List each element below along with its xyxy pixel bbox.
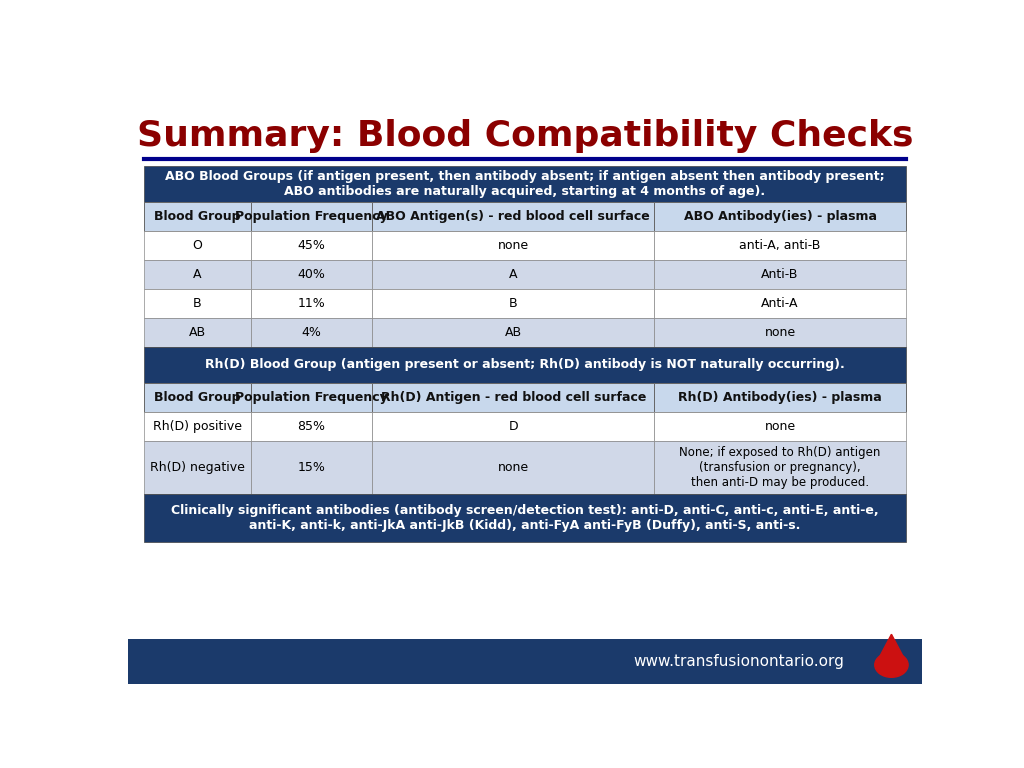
Text: Population Frequency: Population Frequency xyxy=(236,210,388,223)
Bar xyxy=(251,382,373,412)
Bar xyxy=(143,231,251,260)
Bar xyxy=(654,318,905,347)
Bar xyxy=(251,260,373,289)
Text: B: B xyxy=(193,297,202,310)
Text: Anti-B: Anti-B xyxy=(761,268,799,281)
Text: A: A xyxy=(509,268,517,281)
Bar xyxy=(143,166,906,201)
Bar xyxy=(143,441,251,495)
Text: none: none xyxy=(498,239,529,252)
Bar xyxy=(143,289,251,318)
Bar xyxy=(373,382,654,412)
Bar xyxy=(251,201,373,231)
Text: Rh(D) Blood Group (antigen present or absent; Rh(D) antibody is NOT naturally oc: Rh(D) Blood Group (antigen present or ab… xyxy=(205,359,845,371)
Bar xyxy=(143,347,906,382)
Bar xyxy=(654,201,905,231)
Text: anti-A, anti-B: anti-A, anti-B xyxy=(739,239,820,252)
Text: AB: AB xyxy=(188,326,206,339)
Text: O: O xyxy=(193,239,202,252)
Text: Summary: Blood Compatibility Checks: Summary: Blood Compatibility Checks xyxy=(136,119,913,153)
Text: none: none xyxy=(498,461,529,474)
Bar xyxy=(373,441,654,495)
Bar xyxy=(251,441,373,495)
Bar xyxy=(143,382,251,412)
Text: ABO Antigen(s) - red blood cell surface: ABO Antigen(s) - red blood cell surface xyxy=(377,210,650,223)
Text: www.transfusionontario.org: www.transfusionontario.org xyxy=(634,654,845,669)
Bar xyxy=(251,231,373,260)
Bar xyxy=(654,289,905,318)
Text: A: A xyxy=(193,268,202,281)
Bar xyxy=(143,318,251,347)
Text: Anti-A: Anti-A xyxy=(761,297,799,310)
Bar xyxy=(251,318,373,347)
Circle shape xyxy=(874,653,908,677)
Bar xyxy=(373,318,654,347)
Bar xyxy=(128,639,922,684)
Bar xyxy=(143,412,251,441)
Bar xyxy=(143,201,251,231)
Text: Blood Group: Blood Group xyxy=(154,210,241,223)
Text: 11%: 11% xyxy=(298,297,326,310)
Text: 45%: 45% xyxy=(298,239,326,252)
Bar xyxy=(373,201,654,231)
Text: 15%: 15% xyxy=(298,461,326,474)
Text: None; if exposed to Rh(D) antigen
(transfusion or pregnancy),
then anti-D may be: None; if exposed to Rh(D) antigen (trans… xyxy=(679,446,881,489)
Text: AB: AB xyxy=(505,326,522,339)
Text: Rh(D) Antibody(ies) - plasma: Rh(D) Antibody(ies) - plasma xyxy=(678,391,882,404)
Bar xyxy=(373,260,654,289)
Bar xyxy=(654,412,905,441)
Text: Population Frequency: Population Frequency xyxy=(236,391,388,404)
Bar xyxy=(654,382,905,412)
Text: 4%: 4% xyxy=(301,326,322,339)
Bar xyxy=(373,231,654,260)
Bar xyxy=(143,260,251,289)
Text: D: D xyxy=(509,420,518,433)
Bar xyxy=(373,412,654,441)
Bar xyxy=(654,231,905,260)
Text: 40%: 40% xyxy=(298,268,326,281)
Text: ABO Blood Groups (if antigen present, then antibody absent; if antigen absent th: ABO Blood Groups (if antigen present, th… xyxy=(165,170,885,198)
Bar xyxy=(654,260,905,289)
Text: ABO Antibody(ies) - plasma: ABO Antibody(ies) - plasma xyxy=(684,210,877,223)
Text: none: none xyxy=(765,326,796,339)
Text: Blood Group: Blood Group xyxy=(154,391,241,404)
Bar xyxy=(143,495,906,542)
Text: none: none xyxy=(765,420,796,433)
Text: Clinically significant antibodies (antibody screen/detection test): anti-D, anti: Clinically significant antibodies (antib… xyxy=(171,505,879,532)
Text: Rh(D) negative: Rh(D) negative xyxy=(150,461,245,474)
Bar xyxy=(251,412,373,441)
Polygon shape xyxy=(878,634,905,661)
Bar xyxy=(654,441,905,495)
Text: Rh(D) Antigen - red blood cell surface: Rh(D) Antigen - red blood cell surface xyxy=(381,391,646,404)
Bar xyxy=(251,289,373,318)
Text: 85%: 85% xyxy=(298,420,326,433)
Bar xyxy=(373,289,654,318)
Text: B: B xyxy=(509,297,518,310)
Text: Rh(D) positive: Rh(D) positive xyxy=(153,420,242,433)
